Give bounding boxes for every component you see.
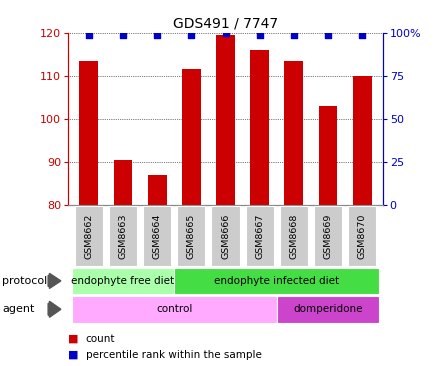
Bar <box>216 35 235 205</box>
Text: GSM8670: GSM8670 <box>358 213 367 259</box>
Point <box>359 32 366 38</box>
Text: GSM8669: GSM8669 <box>323 213 333 259</box>
Text: GSM8663: GSM8663 <box>118 213 128 259</box>
Bar <box>353 76 372 205</box>
Bar <box>285 61 303 205</box>
Bar <box>75 206 103 266</box>
Text: GSM8664: GSM8664 <box>153 213 161 259</box>
Bar <box>246 206 274 266</box>
Bar <box>277 296 379 323</box>
Text: endophyte free diet: endophyte free diet <box>71 276 175 286</box>
Bar <box>177 206 205 266</box>
Text: ■: ■ <box>68 333 79 344</box>
Text: protocol: protocol <box>2 276 48 286</box>
Text: domperidone: domperidone <box>293 304 363 314</box>
Point <box>222 30 229 36</box>
Bar <box>280 206 308 266</box>
Bar <box>109 206 137 266</box>
Bar <box>348 206 376 266</box>
Text: GSM8665: GSM8665 <box>187 213 196 259</box>
Bar <box>72 296 277 323</box>
Bar <box>212 206 239 266</box>
Bar <box>79 61 98 205</box>
FancyArrow shape <box>48 273 61 288</box>
Point <box>290 32 297 38</box>
Text: count: count <box>86 333 115 344</box>
Point <box>154 32 161 38</box>
Text: agent: agent <box>2 304 35 314</box>
Bar <box>314 206 342 266</box>
Point <box>256 32 263 38</box>
Point <box>119 32 126 38</box>
Text: GSM8667: GSM8667 <box>255 213 264 259</box>
Point <box>85 32 92 38</box>
Text: percentile rank within the sample: percentile rank within the sample <box>86 350 262 360</box>
Text: endophyte infected diet: endophyte infected diet <box>214 276 339 286</box>
Bar <box>148 175 166 205</box>
Bar <box>319 106 337 205</box>
FancyArrow shape <box>48 301 61 317</box>
Text: GSM8668: GSM8668 <box>290 213 298 259</box>
Title: GDS491 / 7747: GDS491 / 7747 <box>173 16 278 30</box>
Point <box>325 32 332 38</box>
Point <box>188 32 195 38</box>
Text: GSM8666: GSM8666 <box>221 213 230 259</box>
Text: GSM8662: GSM8662 <box>84 213 93 259</box>
Bar <box>250 50 269 205</box>
Bar <box>174 268 379 294</box>
Bar <box>72 268 174 294</box>
Bar <box>143 206 171 266</box>
Bar <box>182 70 201 205</box>
Text: ■: ■ <box>68 350 79 360</box>
Text: control: control <box>156 304 192 314</box>
Bar <box>114 160 132 205</box>
